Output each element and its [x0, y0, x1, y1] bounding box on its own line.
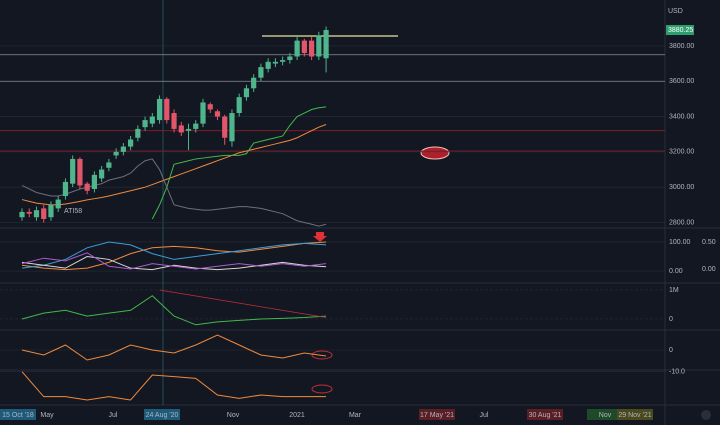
- y-tick-label: 0: [669, 347, 673, 354]
- y-tick-label: 2800.00: [669, 219, 694, 226]
- candle-body: [70, 158, 76, 184]
- candle-body: [214, 111, 221, 117]
- y-tick-label: 3600.00: [669, 78, 694, 85]
- candle-body: [48, 204, 54, 218]
- y-tick-label: -10.0: [669, 369, 685, 376]
- indicator-line: [21, 334, 327, 361]
- x-tick-label: Nov: [227, 412, 240, 419]
- candle-body: [272, 61, 278, 64]
- indicator-line: [21, 252, 327, 270]
- y-tick-label: 100.00: [669, 239, 691, 246]
- candle-body: [142, 120, 148, 128]
- y-tick-label: 3200.00: [669, 149, 694, 156]
- candle-body: [77, 158, 83, 186]
- y2-tick-label: 0.00: [702, 266, 716, 273]
- date-highlight: [587, 409, 623, 420]
- candle-body: [62, 181, 69, 197]
- marker: [420, 146, 450, 160]
- candle-body: [294, 40, 300, 57]
- y-tick-label: 0.00: [669, 268, 683, 275]
- candle-body: [200, 102, 206, 124]
- y2-tick-label: 0.50: [702, 239, 716, 246]
- candle-body: [222, 116, 228, 138]
- indicator-line: [151, 106, 327, 220]
- candle-body: [99, 169, 105, 179]
- candle-body: [236, 97, 242, 114]
- candle-body: [84, 183, 90, 191]
- candle-body: [193, 123, 199, 129]
- candle-body: [19, 211, 25, 218]
- indicator-line: [21, 241, 327, 271]
- indicator-line: [21, 256, 327, 271]
- candle-body: [251, 77, 257, 89]
- candle-body: [41, 208, 47, 219]
- candle-body: [149, 116, 155, 124]
- y-tick-label: 3400.00: [669, 113, 694, 120]
- date-highlight: [0, 409, 36, 420]
- x-tick-label: Jul: [480, 412, 489, 419]
- date-highlight: [617, 409, 653, 420]
- y-tick-label: 3000.00: [669, 184, 694, 191]
- date-highlight: [144, 409, 180, 420]
- y-tick-label: 0: [669, 316, 673, 323]
- x-tick-label: May: [40, 412, 54, 419]
- candle-body: [156, 98, 163, 121]
- candle-body: [258, 67, 264, 78]
- candle-body: [207, 104, 213, 110]
- x-tick-label: 17 May '21: [420, 412, 454, 419]
- arrow: [313, 232, 327, 242]
- candle-body: [171, 113, 177, 129]
- x-tick-label: Jul: [109, 412, 118, 419]
- trend-line: [159, 289, 327, 318]
- candle-body: [229, 113, 235, 142]
- candle-body: [120, 146, 126, 152]
- marker: [311, 350, 333, 360]
- date-highlight: [527, 409, 563, 420]
- candle-body: [309, 40, 315, 57]
- x-tick-label: Mar: [349, 412, 362, 419]
- candle-body: [91, 174, 97, 189]
- candle-body: [113, 151, 119, 156]
- indicator-line: [21, 295, 327, 326]
- last-price-label: 3880.25: [668, 27, 693, 34]
- y-tick-label: 3800.00: [669, 43, 694, 50]
- candle-body: [301, 40, 307, 53]
- indicator-line: [21, 158, 327, 227]
- x-tick-label: 29 Nov '21: [618, 412, 651, 419]
- candle-body: [55, 199, 61, 209]
- indicator-line: [21, 124, 327, 206]
- candle-body: [287, 56, 293, 61]
- x-tick-label: 24 Aug '20: [146, 412, 179, 419]
- x-tick-label: 15 Oct '18: [2, 412, 34, 419]
- candle-body: [128, 139, 134, 147]
- x-tick-label: Nov: [599, 412, 612, 419]
- candle-body: [106, 162, 112, 168]
- candle-body: [323, 30, 329, 59]
- candle-body: [33, 210, 40, 218]
- candle-body: [178, 125, 184, 133]
- candle-body: [185, 128, 192, 131]
- annotation: ATI58: [64, 208, 82, 215]
- x-tick-label: 30 Aug '21: [529, 412, 562, 419]
- candle-body: [243, 88, 250, 98]
- currency: USD: [668, 8, 683, 15]
- candle-body: [316, 35, 322, 57]
- indicator-line: [21, 241, 327, 269]
- candle-body: [265, 61, 271, 69]
- date-highlight: [419, 409, 455, 420]
- y-tick-label: 1M: [669, 287, 679, 294]
- x-tick-label: 2021: [289, 412, 305, 419]
- indicator-line: [21, 371, 327, 401]
- last-price-box: [666, 25, 694, 36]
- candle-body: [280, 60, 286, 62]
- marker: [311, 384, 333, 394]
- candle-body: [135, 128, 141, 138]
- candle-body: [164, 98, 170, 121]
- candle-body: [26, 211, 32, 214]
- settings-button[interactable]: [701, 410, 711, 420]
